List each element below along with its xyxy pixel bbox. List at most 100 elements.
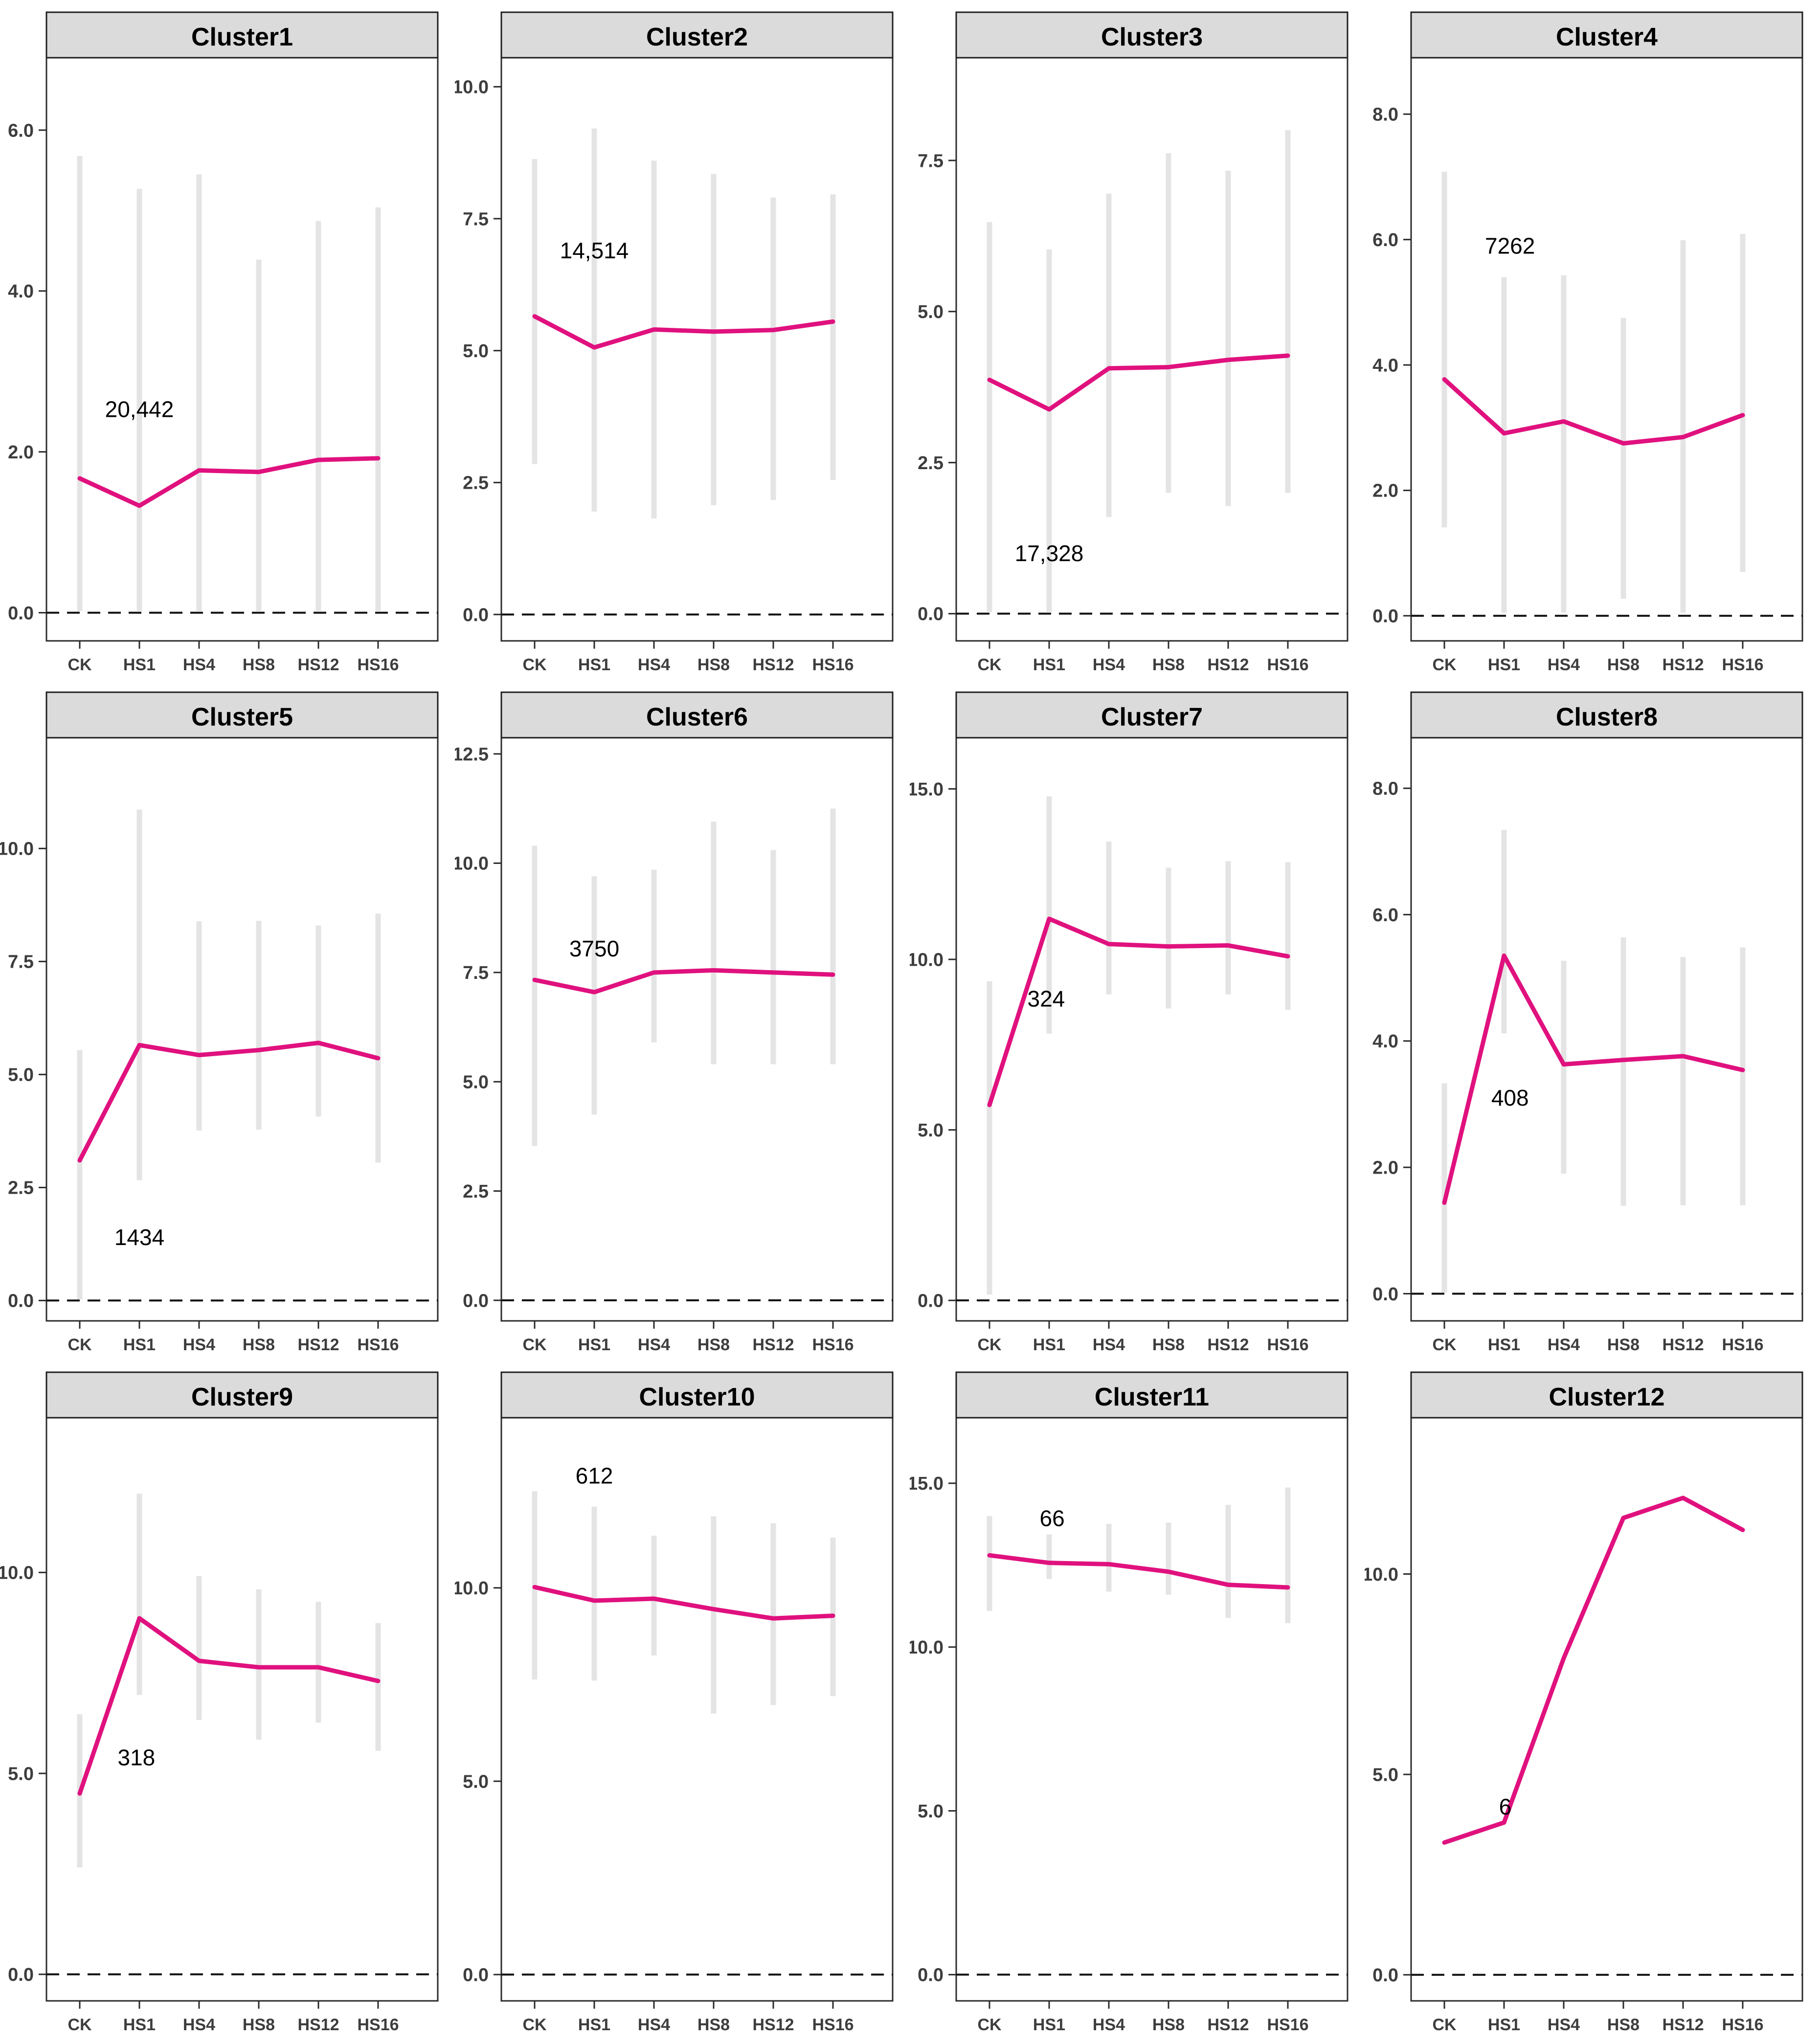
y-axis-tick-label: 10.0: [455, 854, 489, 874]
x-axis-tick-label: HS4: [1093, 1336, 1125, 1354]
x-axis-tick-label: HS16: [357, 2016, 399, 2034]
facet-strip: [955, 1371, 1348, 1419]
facet-chart: Cluster9 0.0 5.0 10.0 CK HS1 HS4 HS8 HS12 HS16 318: [0, 1371, 439, 2034]
gene-count-annotation: 7262: [1485, 233, 1535, 259]
x-axis-tick-label: HS1: [1488, 656, 1520, 674]
facet-cluster11: Cluster11 0.0 5.0 10.0 15.0 CK HS1 HS4 HS8 HS12 HS…: [910, 1360, 1365, 2040]
x-axis-tick-label: HS12: [297, 1336, 339, 1354]
y-axis-tick-label: 7.5: [918, 151, 944, 171]
y-axis-tick-label: 0.0: [918, 604, 944, 625]
trend-line: [987, 916, 1290, 1108]
x-axis-tick-label: HS1: [123, 656, 156, 674]
x-axis-tick-label: CK: [977, 2016, 1002, 2034]
facet-strip: [1410, 1371, 1803, 1419]
facet-strip: [955, 691, 1348, 739]
facet-cluster10: Cluster10 0.0 5.0 10.0 CK HS1 HS4 HS8 HS12 HS16 61…: [455, 1360, 910, 2040]
y-axis-tick-label: 2.0: [1372, 1157, 1398, 1178]
x-axis-tick-label: HS4: [183, 1336, 215, 1354]
gene-count-annotation: 408: [1491, 1085, 1529, 1111]
x-axis-tick-label: HS4: [1548, 1336, 1580, 1354]
y-axis-tick-label: 5.0: [1372, 1765, 1398, 1785]
facet-strip: [500, 1371, 894, 1419]
x-axis-tick-label: HS8: [1152, 656, 1185, 674]
facet-title: Cluster11: [1095, 1383, 1209, 1411]
x-axis-tick-label: HS12: [752, 1336, 794, 1354]
trend-line: [1442, 953, 1745, 1205]
y-axis-tick-label: 2.5: [8, 1178, 34, 1199]
x-axis-tick-label: CK: [977, 656, 1002, 674]
x-axis-tick-label: HS8: [697, 2016, 730, 2034]
panel-background: [45, 737, 439, 1322]
y-axis-tick-label: 5.0: [918, 1120, 944, 1141]
x-axis-tick-label: HS12: [1207, 2016, 1249, 2034]
trend-line: [1442, 1496, 1745, 1845]
y-axis-tick-label: 5.0: [463, 341, 489, 362]
x-axis-tick-label: HS16: [1267, 656, 1308, 674]
panel-background: [955, 1417, 1348, 2002]
gene-count-annotation: 3750: [569, 936, 619, 961]
x-axis-tick-label: HS8: [243, 656, 275, 674]
facet-strip: [500, 691, 894, 739]
facet-strip: [955, 11, 1348, 59]
x-axis-tick-label: CK: [522, 2016, 547, 2034]
y-axis-tick-label: 0.0: [8, 1965, 34, 1985]
gene-count-annotation: 20,442: [105, 397, 174, 422]
gene-count-annotation: 1434: [114, 1224, 164, 1250]
x-axis-tick-label: HS4: [1093, 656, 1125, 674]
facet-chart: Cluster3 0.0 2.5 5.0 7.5 CK HS1 HS4 HS8 HS12 HS16 1…: [918, 11, 1348, 674]
y-axis-tick-label: 0.0: [1372, 1965, 1398, 1986]
facet-title: Cluster12: [1549, 1383, 1665, 1411]
y-axis-tick-label: 10.0: [910, 950, 944, 970]
x-axis-tick-label: CK: [522, 1336, 547, 1354]
y-axis-tick-label: 6.0: [1372, 905, 1398, 926]
y-axis-tick-label: 5.0: [918, 302, 944, 322]
x-axis-tick-label: HS12: [297, 656, 339, 674]
x-axis-tick-label: HS8: [697, 1336, 730, 1354]
trend-line: [532, 314, 835, 350]
y-axis-tick-label: 2.5: [463, 1181, 489, 1202]
x-axis-tick-label: HS16: [812, 1336, 854, 1354]
panel-background: [1410, 737, 1803, 1322]
y-axis-tick-label: 2.0: [8, 442, 34, 463]
x-axis-tick-label: HS12: [1662, 656, 1704, 674]
facet-cluster7: Cluster7 0.0 5.0 10.0 15.0 CK HS1 HS4 HS8 HS12 HS1…: [910, 680, 1365, 1360]
x-axis-tick-label: HS8: [1152, 1336, 1185, 1354]
x-axis-tick-label: HS12: [752, 656, 794, 674]
y-axis-tick-label: 0.0: [463, 1291, 489, 1311]
y-axis-tick-label: 10.0: [455, 77, 489, 98]
facet-cluster6: Cluster6 0.0 2.5 5.0 7.5 10.0 12.5 CK HS1 HS4 HS8 H…: [455, 680, 910, 1360]
facet-chart: Cluster2 0.0 2.5 5.0 7.5 10.0 CK HS1 HS4 HS8 HS12 H…: [455, 11, 894, 674]
y-axis-tick-label: 4.0: [8, 281, 34, 302]
x-axis-tick-label: HS4: [638, 656, 670, 674]
y-axis-tick-label: 8.0: [1372, 779, 1398, 799]
y-axis-tick-label: 0.0: [463, 1965, 489, 1986]
y-axis-tick-label: 5.0: [8, 1764, 34, 1784]
panel-background: [45, 57, 439, 642]
facet-chart: Cluster1 0.0 2.0 4.0 6.0 CK HS1 HS4 HS8 HS12 HS16 2…: [8, 11, 439, 674]
y-axis-tick-label: 5.0: [463, 1072, 489, 1093]
facet-chart: Cluster7 0.0 5.0 10.0 15.0 CK HS1 HS4 HS8 HS12 HS1…: [910, 691, 1348, 1354]
y-axis-tick-label: 2.5: [463, 473, 489, 494]
trend-line: [77, 1041, 381, 1163]
y-axis-tick-label: 10.0: [0, 1563, 34, 1584]
x-axis-tick-label: HS1: [1488, 1336, 1520, 1354]
y-axis-tick-label: 5.0: [918, 1801, 944, 1822]
x-axis-tick-label: CK: [977, 1336, 1002, 1354]
facet-strip: [45, 691, 439, 739]
y-axis-tick-label: 0.0: [8, 603, 34, 624]
facet-strip: [1410, 11, 1803, 59]
facet-cluster2: Cluster2 0.0 2.5 5.0 7.5 10.0 CK HS1 HS4 HS8 HS12 H…: [455, 0, 910, 680]
y-axis-tick-label: 10.0: [0, 839, 34, 860]
x-axis-tick-label: HS12: [1207, 656, 1249, 674]
y-axis-tick-label: 10.0: [910, 1637, 944, 1658]
y-axis-tick-label: 6.0: [8, 120, 34, 141]
x-axis-tick-label: HS1: [1488, 2016, 1520, 2034]
facet-title: Cluster2: [646, 23, 748, 51]
facet-title: Cluster5: [191, 703, 293, 731]
x-axis-tick-label: HS16: [1722, 2016, 1763, 2034]
facet-chart: Cluster11 0.0 5.0 10.0 15.0 CK HS1 HS4 HS8 HS12 HS…: [910, 1371, 1348, 2034]
trend-line: [532, 1585, 835, 1621]
facet-cluster1: Cluster1 0.0 2.0 4.0 6.0 CK HS1 HS4 HS8 HS12 HS16 2…: [0, 0, 455, 680]
x-axis-tick-label: CK: [67, 2016, 92, 2034]
